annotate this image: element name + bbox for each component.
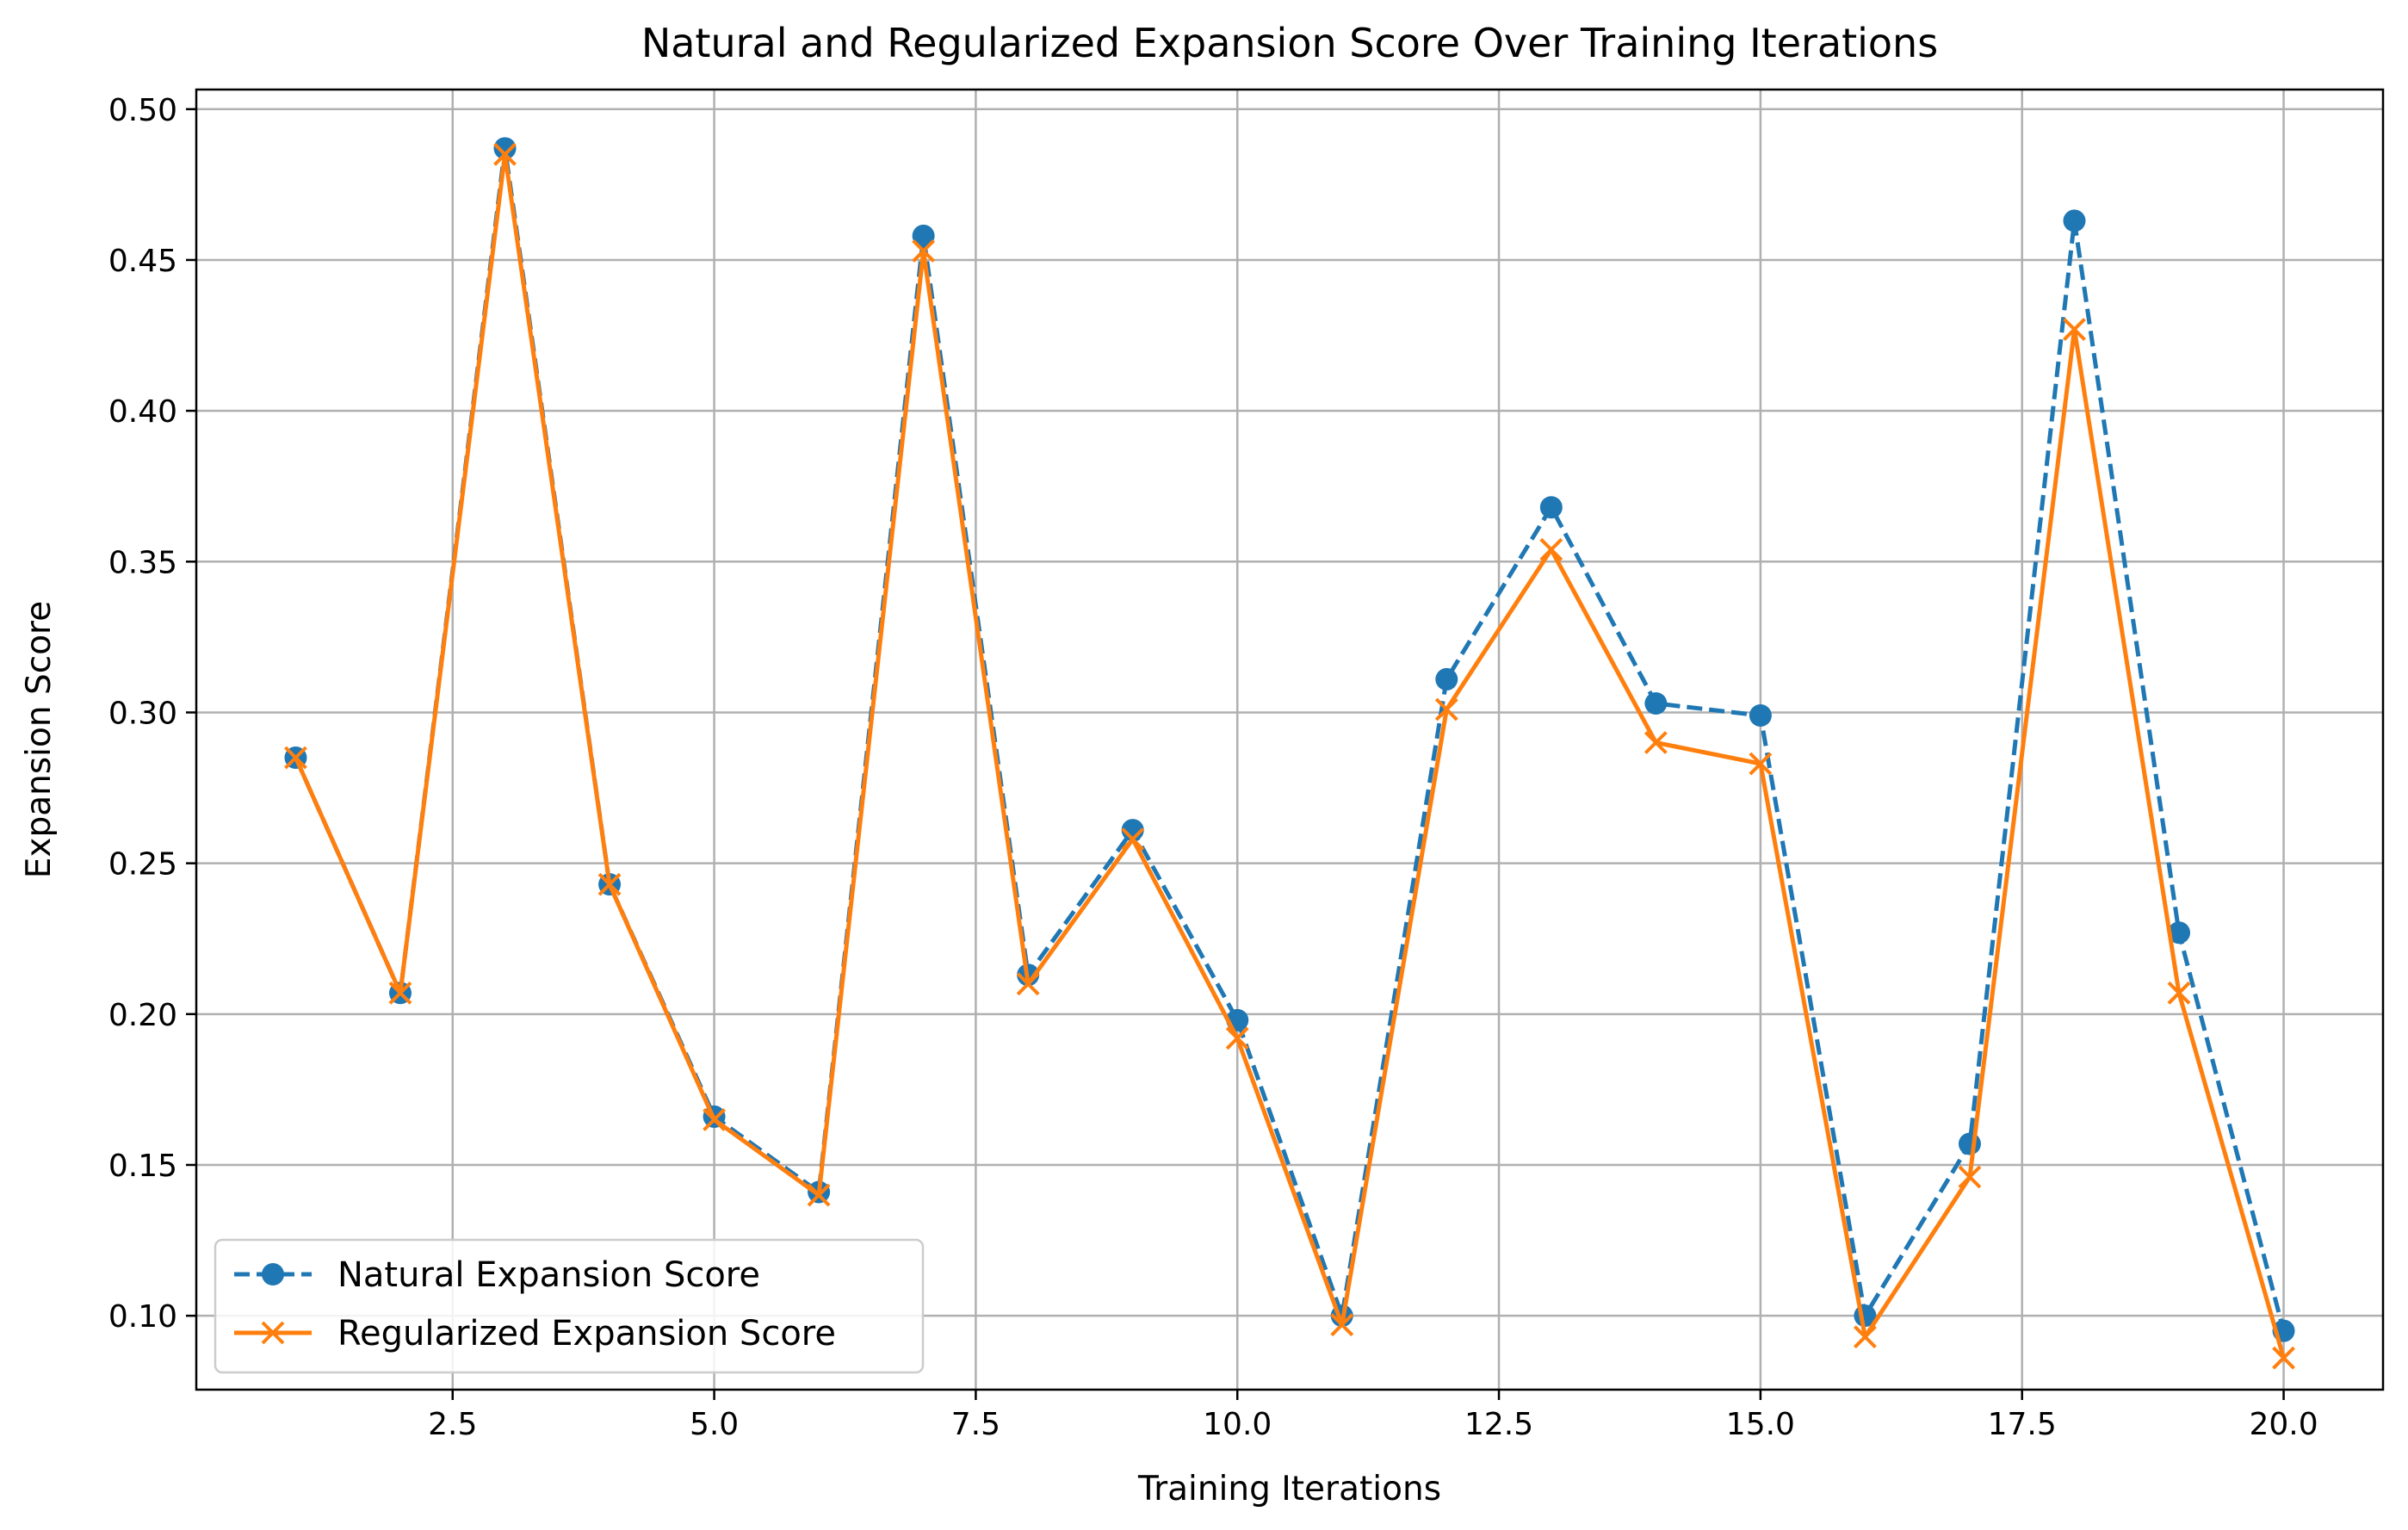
data-point-regularized [703,1108,726,1131]
x-tick-label: 7.5 [951,1407,1000,1442]
tick-layer: 2.5 5.0 7.5 10.0 12.5 15.0 17.5 20.0 0.10 0.15 0.2… [108,93,2318,1442]
y-tick-label: 0.30 [108,696,177,731]
legend-marker-regularized [261,1321,285,1345]
series-line-regularized [294,152,2286,1359]
legend-box [214,1238,925,1374]
x-tick-label: 2.5 [428,1407,477,1442]
x-tick-label: 5.0 [690,1407,739,1442]
data-point-natural [912,224,935,247]
x-tick-label: 12.5 [1464,1407,1533,1442]
data-point-regularized [1749,752,1773,776]
y-tick-label: 0.50 [108,93,177,128]
data-point-regularized [2272,1346,2295,1370]
data-point-natural [2168,921,2191,945]
legend: Natural Expansion Score Regularized Expa… [214,1238,925,1374]
x-tick-label: 15.0 [1726,1407,1795,1442]
data-point-regularized [807,1183,831,1207]
x-axis-label: Training Iterations [1137,1470,1441,1508]
series-layer [284,137,2295,1370]
plot-frame [195,88,2385,1391]
chart-title: Natural and Regularized Expansion Score … [641,20,1938,66]
data-point-regularized [1854,1325,1877,1349]
data-point-regularized [1958,1165,1982,1189]
data-point-natural [493,137,517,160]
x-tick-label: 17.5 [1988,1407,2057,1442]
data-point-regularized [1644,731,1668,754]
data-point-regularized [2167,981,2191,1005]
x-tick-label: 20.0 [2249,1407,2318,1442]
data-point-regularized [1330,1313,1354,1337]
data-point-natural [1435,667,1458,691]
y-axis-label: Expansion Score [20,601,59,878]
legend-label-natural: Natural Expansion Score [337,1255,760,1295]
y-tick-label: 0.25 [108,847,177,883]
y-tick-label: 0.20 [108,998,177,1033]
data-point-natural [2063,209,2086,232]
data-point-regularized [912,239,936,263]
y-tick-label: 0.15 [108,1149,177,1184]
data-point-natural [1749,703,1772,727]
data-point-natural [1539,496,1563,519]
data-point-regularized [1539,537,1563,561]
y-tick-label: 0.45 [108,244,177,279]
data-point-regularized [597,872,622,896]
data-point-natural [1644,691,1668,715]
legend-label-regularized: Regularized Expansion Score [337,1314,836,1353]
data-point-natural [1958,1132,1981,1155]
y-tick-label: 0.35 [108,545,177,580]
y-tick-label: 0.40 [108,394,177,430]
data-point-regularized [2063,318,2086,341]
data-point-regularized [1225,1026,1249,1050]
y-tick-label: 0.10 [108,1299,177,1335]
data-point-regularized [1121,827,1145,852]
data-point-regularized [493,142,517,166]
data-point-regularized [388,981,412,1005]
data-point-regularized [1016,972,1040,996]
x-tick-label: 10.0 [1203,1407,1272,1442]
data-point-regularized [284,746,307,770]
data-point-regularized [1434,697,1458,722]
legend-marker-natural [262,1263,284,1285]
